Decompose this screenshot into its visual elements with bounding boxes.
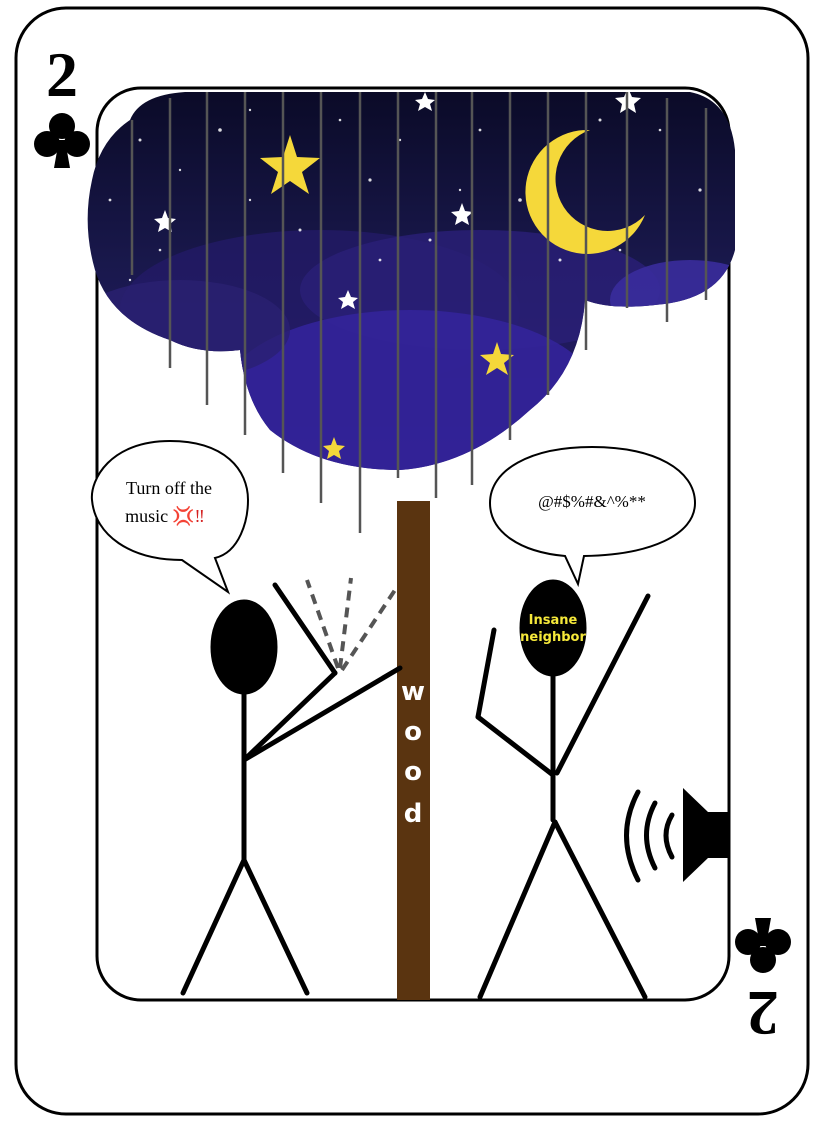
- knocking-motion-lines: [305, 577, 397, 672]
- neighbor-head-label-line1: Insane: [529, 613, 578, 628]
- corner-rank-bottom: 2: [747, 978, 779, 1049]
- wood-letter: d: [404, 799, 423, 829]
- neighbor-head-label-line2: neighbor: [520, 630, 586, 645]
- wood-letter: o: [404, 757, 422, 787]
- wood-letter: w: [401, 677, 425, 707]
- star-icon: [338, 290, 358, 309]
- star-icon: [260, 135, 320, 194]
- club-icon: [735, 918, 791, 973]
- left-bubble-line2: music 💢‼: [125, 505, 205, 526]
- left-bubble-line1: Turn off the: [126, 478, 212, 498]
- rain-lines: [130, 92, 708, 533]
- speaker-sound-icon: [624, 788, 730, 883]
- wood-letter: o: [404, 717, 422, 747]
- star-icon: [323, 437, 345, 459]
- star-icon: [451, 203, 473, 225]
- star-icon: [480, 342, 514, 375]
- right-bubble-text: @#$%#&^%**: [538, 492, 646, 511]
- right-speech-bubble: @#$%#&^%**: [488, 445, 697, 588]
- left-stick-figure: [180, 582, 403, 996]
- corner-rank-top: 2: [46, 39, 78, 110]
- left-speech-bubble: Turn off the music 💢‼: [90, 439, 250, 595]
- star-icon: [415, 92, 435, 111]
- moon-icon: [525, 129, 645, 254]
- wood-post: [397, 501, 430, 1000]
- club-icon: [34, 113, 90, 168]
- right-stick-figure: [475, 579, 651, 1000]
